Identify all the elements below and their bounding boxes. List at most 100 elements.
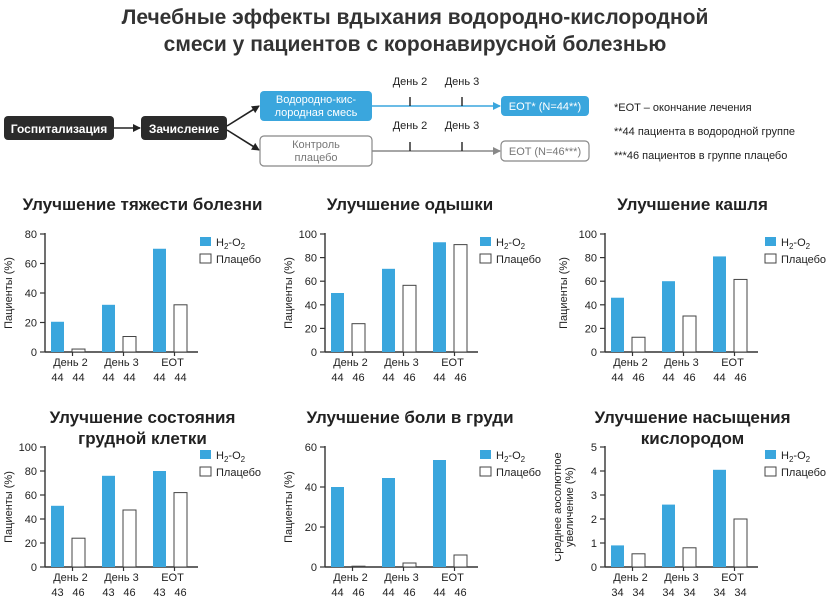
chart-5-title: Улучшение боли в груди [285,407,535,428]
chart-6-title: Улучшение насыщения кислородом [555,407,830,449]
n-label-h2: 43 [51,587,63,599]
y-tick-label: 1 [591,538,597,550]
x-category-label: День 3 [664,357,699,369]
bar-h2-2 [433,460,446,567]
bar-placebo-0 [71,348,86,353]
h2-eot-box [501,96,589,116]
chart-4-plot: 0 20 40 60 80 100 Пациенты (%) День 2 43 46 День 3… [3,442,261,599]
x-category-label: День 3 [384,572,419,584]
legend-h2-label: H2-O2 [781,237,811,251]
footnotes: *EOT – окончание лечения **44 пациента в… [614,96,795,168]
y-tick-label: 40 [305,300,317,312]
y-tick-label: 20 [305,323,317,335]
y-axis-label: Пациенты (%) [283,471,295,543]
hospitalization-label: Госпитализация [11,122,107,136]
chart-4-title-line-1: Улучшение состояния [49,408,236,427]
legend-placebo-swatch [199,253,212,264]
y-tick-label: 20 [25,538,37,550]
bar-h2-0 [331,487,344,567]
n-label-placebo: 46 [632,372,644,384]
placebo-day3-label: День 3 [445,120,480,132]
n-label-h2: 44 [433,372,445,384]
bar-placebo-1 [682,315,697,353]
x-category-label: День 2 [333,572,368,584]
page-title: Лечебные эффекты вдыхания водородно-кисл… [0,4,830,58]
n-label-h2: 44 [611,372,623,384]
title-line-2: смеси у пациентов с коронавирусной болез… [163,33,667,56]
h2-group-box [260,91,372,121]
bar-placebo-2 [173,492,188,568]
y-tick-label: 80 [25,229,37,241]
legend-h2-swatch [480,450,491,459]
bar-placebo-0 [631,336,646,353]
h2-group-label-1: Водородно-кис- [276,94,356,106]
bar-placebo-1 [122,509,137,568]
y-tick-label: 40 [25,514,37,526]
n-label-placebo: 46 [403,372,415,384]
n-label-h2: 44 [102,372,114,384]
title-line-1: Лечебные эффекты вдыхания водородно-кисл… [121,6,709,29]
bar-h2-1 [382,268,395,352]
placebo-eot-box [500,140,590,162]
bar-h2-1 [662,504,675,567]
n-label-h2: 44 [331,372,343,384]
y-tick-label: 20 [305,522,317,534]
n-label-h2: 34 [611,587,623,599]
x-category-label: День 2 [613,572,648,584]
bar-h2-0 [51,505,64,567]
x-category-label: День 2 [333,357,368,369]
bar-h2-0 [611,545,624,567]
y-tick-label: 0 [31,347,37,359]
n-label-placebo: 34 [632,587,644,599]
n-label-h2: 43 [153,587,165,599]
y-tick-label: 3 [591,490,597,502]
legend-placebo-label: Плацебо [496,467,541,479]
legend-h2-swatch [480,237,491,246]
h2-eot-label: EOT* (N=44**) [509,101,581,113]
y-tick-label: 2 [591,514,597,526]
bar-placebo-2 [453,554,468,568]
bar-placebo-2 [173,304,188,353]
bar-placebo-2 [733,518,748,568]
n-label-placebo: 46 [454,587,466,599]
legend-h2-swatch [765,450,776,459]
placebo-eot-label: EOT (N=46***) [509,146,581,158]
y-tick-label: 100 [579,229,597,241]
y-axis-label: Пациенты (%) [558,257,570,329]
h2-group-label-2: лородная смесь [275,107,358,119]
legend-placebo-swatch [479,466,492,477]
bar-placebo-1 [402,284,417,353]
n-label-h2: 44 [662,372,674,384]
y-tick-label: 0 [311,562,317,574]
bar-h2-1 [102,475,115,567]
y-tick-label: 5 [591,442,597,454]
chart-2-title: Улучшение одышки [285,194,535,215]
x-category-label: День 2 [613,357,648,369]
y-tick-label: 40 [305,482,317,494]
n-label-h2: 44 [331,587,343,599]
x-category-label: День 2 [53,572,88,584]
n-label-placebo: 46 [352,587,364,599]
n-label-h2: 44 [382,587,394,599]
enrollment-box [141,116,227,140]
y-tick-label: 0 [591,562,597,574]
y-axis-label: увеличение (%) [564,467,576,547]
bar-h2-0 [611,297,624,352]
legend-placebo-label: Плацебо [216,254,261,266]
y-tick-label: 60 [25,259,37,271]
chart-6-title-line-1: Улучшение насыщения [594,408,791,427]
h2-day2-label: День 2 [393,76,428,88]
footnote-placebo-count: ***46 пациентов в группе плацебо [614,150,788,162]
arrow-to-control-group [226,129,260,151]
chart-2-title-line: Улучшение одышки [326,195,494,214]
n-label-placebo: 46 [683,372,695,384]
n-label-h2: 34 [662,587,674,599]
bar-h2-1 [382,478,395,567]
legend-placebo-label: Плацебо [781,254,826,266]
n-label-placebo: 46 [403,587,415,599]
legend-h2-label: H2-O2 [216,450,246,464]
n-label-h2: 44 [153,372,165,384]
bar-placebo-0 [71,537,86,568]
chart-3-plot: 0 20 40 60 80 100 Пациенты (%) День 2 44 46 День 3… [558,229,826,384]
n-label-h2: 44 [51,372,63,384]
